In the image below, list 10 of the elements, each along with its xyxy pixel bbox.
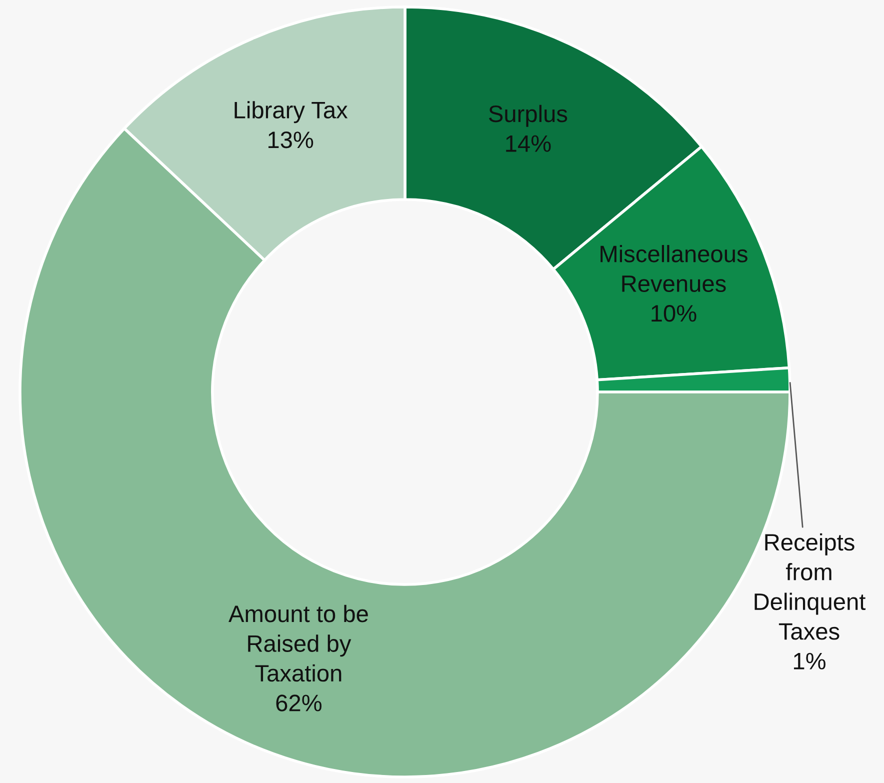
slice-label: Receipts from Delinquent Taxes: [754, 533, 866, 640]
data-label: 1%: [794, 652, 826, 670]
slice-label: Amount to be Raised by Taxation: [228, 604, 368, 682]
slice-label: Surplus: [488, 104, 568, 127]
data-label: 62%: [276, 694, 322, 712]
data-label: 10%: [652, 305, 696, 322]
slice-label: Library Tax: [234, 101, 348, 124]
data-label: 13%: [268, 131, 314, 148]
slice-label: Miscellaneous Revenues: [600, 244, 748, 292]
data-label: 14%: [506, 135, 551, 152]
